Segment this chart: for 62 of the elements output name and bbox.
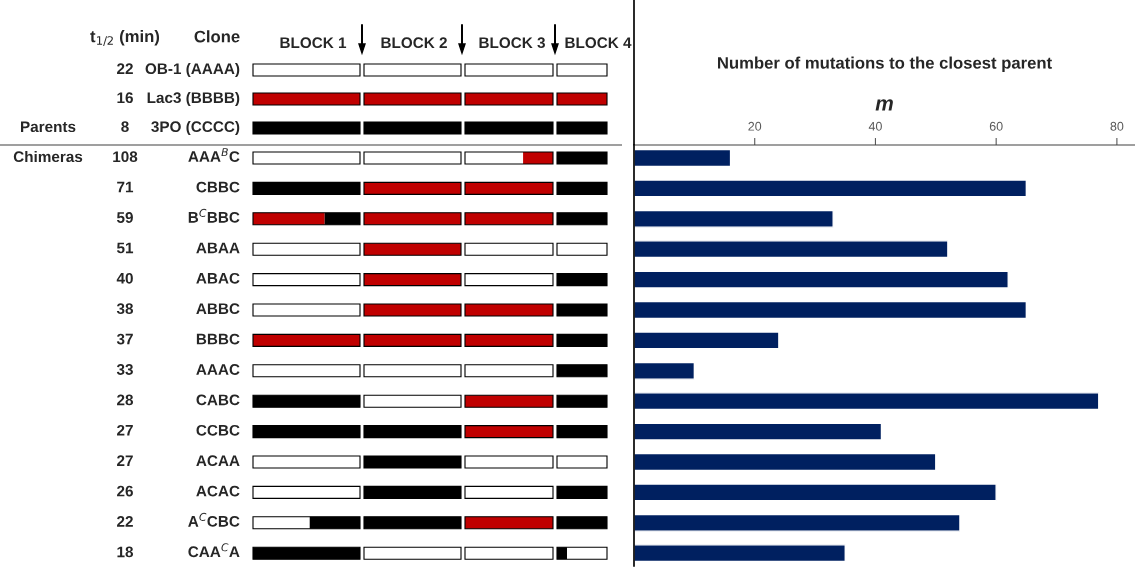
category-label: ACAA — [196, 455, 240, 467]
text: t$_{1/2}$ (min) — [90, 30, 160, 46]
x-tick-label: 20 — [748, 121, 762, 131]
category-label: ABBC — [196, 303, 240, 315]
category-label: 40 — [116, 272, 133, 284]
category-label: AAAC — [196, 364, 240, 375]
bar — [634, 513, 961, 532]
x-axis-title: m — [875, 99, 893, 111]
x-tick-label: 40 — [868, 121, 882, 131]
text: Chimeras — [13, 150, 83, 163]
category-label: 18 — [117, 546, 134, 558]
category-label: Lac3 (BBBB) — [147, 91, 240, 107]
x-tick-label: 60 — [989, 121, 1003, 131]
category-label: 26 — [117, 485, 133, 497]
category-label: 22 — [117, 516, 133, 527]
category-label: BBBC — [196, 333, 240, 345]
bar — [634, 209, 834, 228]
chart-title: Number of mutations to the closest parent — [718, 56, 1052, 73]
category-label: 51 — [116, 242, 134, 254]
category-label: 3PO (CCCC) — [151, 120, 240, 136]
category-label: CBBC — [196, 181, 240, 193]
category-label: CAA$^{C}$A — [188, 543, 240, 558]
bar — [634, 452, 937, 472]
bar — [634, 361, 696, 380]
bar — [634, 179, 1028, 198]
category-label: 108 — [113, 151, 138, 163]
bar — [634, 240, 949, 259]
category-label: 59 — [116, 212, 133, 223]
category-label: 16 — [117, 92, 133, 104]
text: Clone — [194, 30, 240, 43]
category-label: 8 — [121, 121, 129, 133]
category-label: 37 — [116, 333, 133, 345]
bar — [634, 544, 846, 563]
category-label: ACAC — [196, 485, 240, 497]
text: BLOCK 3 — [479, 37, 545, 49]
category-label: CABC — [196, 394, 240, 406]
category-label: 28 — [117, 394, 134, 406]
text: BLOCK 1 — [280, 37, 347, 49]
category-label: 27 — [117, 455, 133, 466]
text: BLOCK 2 — [381, 37, 447, 49]
category-label: 38 — [116, 303, 134, 315]
text: Parents — [21, 121, 76, 133]
bar — [634, 483, 997, 502]
category-label: 27 — [117, 424, 133, 436]
category-label: 22 — [117, 63, 133, 74]
category-label: 33 — [116, 364, 133, 375]
category-label: OB-1 (AAAA) — [145, 62, 240, 78]
bar — [634, 331, 780, 350]
category-label: ABAA — [196, 242, 240, 254]
bar — [634, 300, 1028, 320]
category-label: B$^{C}$BBC — [188, 208, 240, 223]
category-label: AAA$^{B}$C — [188, 148, 240, 162]
bar — [634, 148, 732, 168]
bar — [634, 392, 1100, 411]
x-tick-label: 80 — [1110, 121, 1124, 131]
category-label: A$^{C}$CBC — [188, 512, 240, 527]
category-label: ABAC — [196, 272, 240, 284]
text: BLOCK 4 — [565, 37, 632, 49]
category-label: CCBC — [196, 424, 240, 436]
bar — [634, 422, 883, 441]
category-label: 71 — [117, 181, 134, 193]
bar — [634, 270, 1009, 289]
